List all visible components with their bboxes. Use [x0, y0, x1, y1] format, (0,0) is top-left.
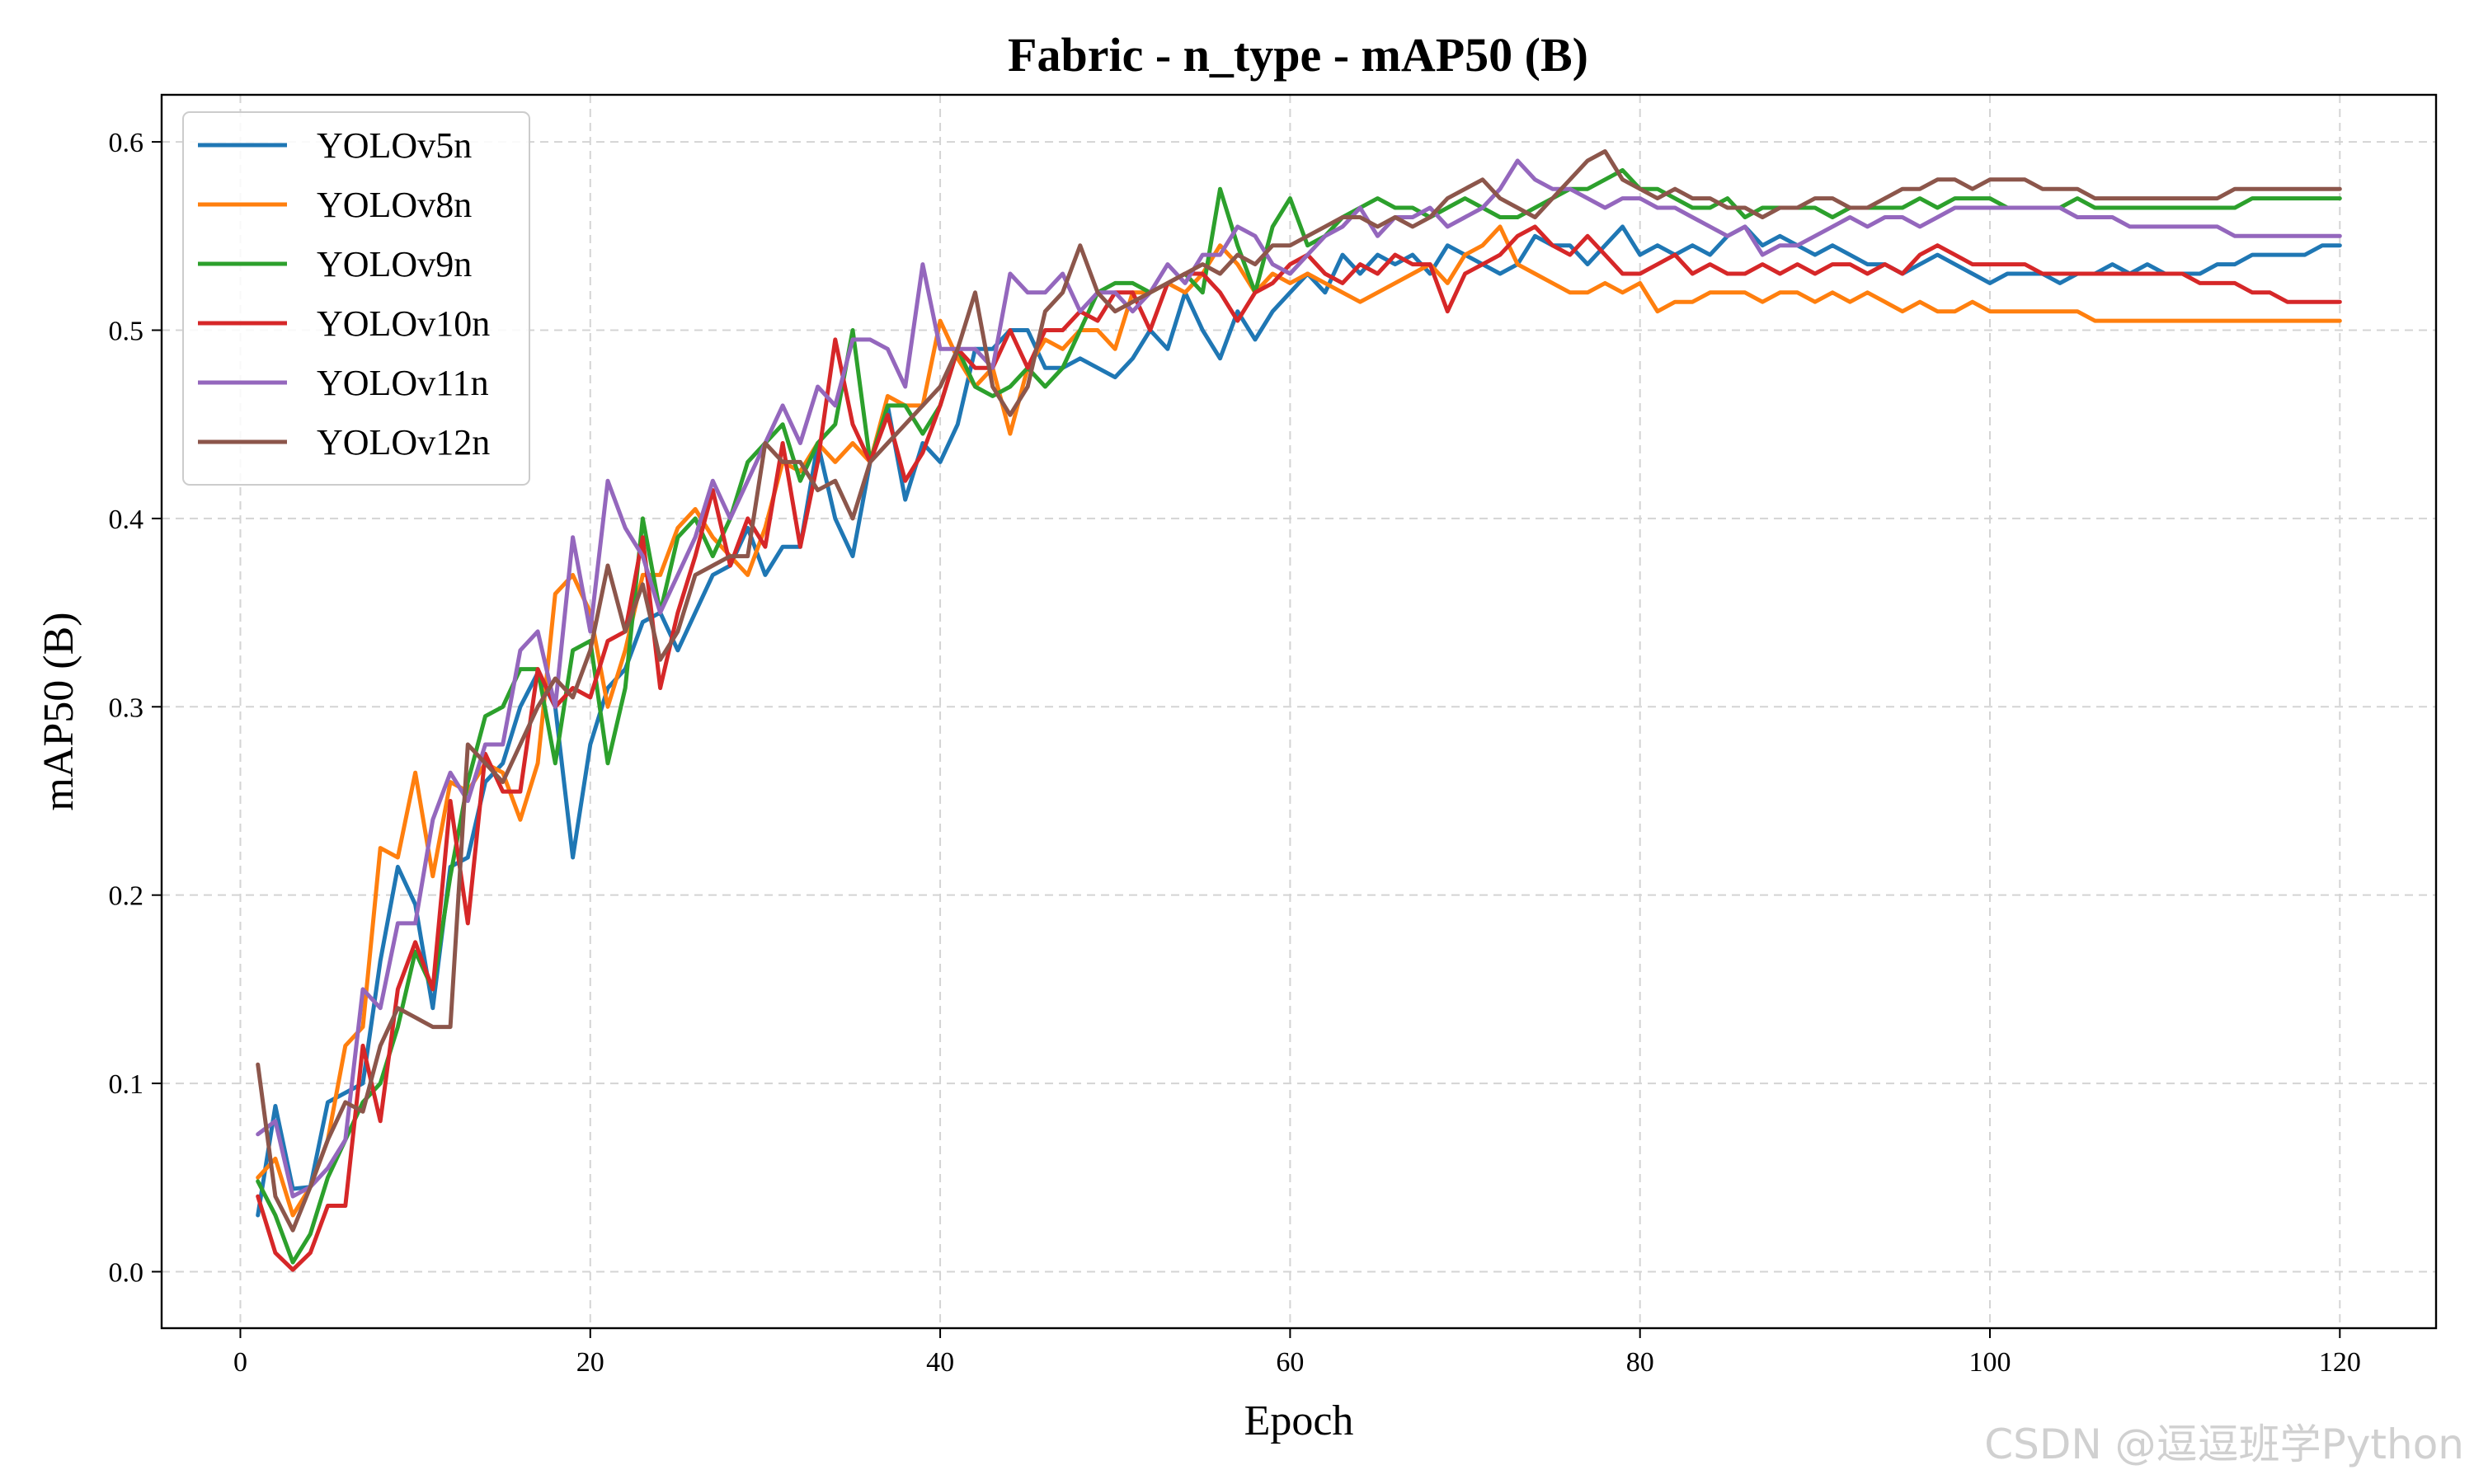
- plot-frame: [160, 93, 2438, 1330]
- legend-label: YOLOv10n: [317, 303, 490, 344]
- series-line-yolov10n: [256, 224, 2342, 1272]
- series-line-yolov9n: [256, 167, 2342, 1265]
- x-tick-label: 0: [233, 1347, 247, 1378]
- legend-label: YOLOv9n: [317, 244, 472, 284]
- x-axis-label: Epoch: [1244, 1397, 1354, 1444]
- series-lines: [256, 149, 2342, 1272]
- series-line-yolov11n: [256, 158, 2342, 1199]
- y-axis-label: mAP50 (B): [35, 612, 82, 810]
- chart-title: Fabric - n_type - mAP50 (B): [1008, 28, 1588, 82]
- x-tick-label: 40: [926, 1347, 954, 1378]
- series-line-yolov8n: [256, 224, 2342, 1218]
- x-tick-label: 80: [1626, 1347, 1654, 1378]
- legend-label: YOLOv11n: [317, 363, 489, 403]
- y-tick-label: 0.3: [109, 693, 144, 723]
- x-tick-label: 60: [1276, 1347, 1304, 1378]
- y-tick-label: 0.5: [109, 316, 144, 346]
- legend-label: YOLOv8n: [317, 185, 472, 225]
- y-tick-label: 0.6: [109, 128, 144, 158]
- y-tick-label: 0.0: [109, 1257, 144, 1288]
- x-tick-label: 20: [576, 1347, 604, 1378]
- y-tick-label: 0.4: [109, 505, 144, 535]
- axis-ticks: 0 20 40 60 80 100 120 0.0 0.1 0.2 0.3 0.4 0.5 0.6: [109, 128, 2361, 1378]
- legend: YOLOv5n YOLOv8n YOLOv9n YOLOv10n YOLOv11n YOL…: [182, 111, 530, 486]
- legend-label: YOLOv12n: [317, 422, 490, 463]
- watermark: CSDN @逗逗班学Python: [1984, 1421, 2464, 1468]
- y-tick-label: 0.1: [109, 1069, 144, 1100]
- series-line-yolov12n: [256, 149, 2342, 1233]
- y-tick-label: 0.2: [109, 881, 144, 912]
- x-tick-label: 120: [2319, 1347, 2361, 1378]
- grid: [162, 95, 2436, 1328]
- legend-label: YOLOv5n: [317, 125, 472, 166]
- x-tick-label: 100: [1969, 1347, 2011, 1378]
